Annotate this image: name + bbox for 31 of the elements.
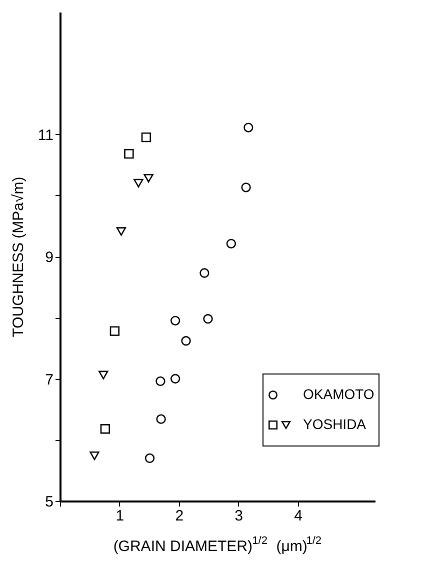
legend-label: OKAMOTO <box>303 386 374 402</box>
point <box>200 268 210 278</box>
point <box>244 122 254 132</box>
y-axis-title: TOUGHNESS (MPa√m) <box>10 176 27 338</box>
legend-label: YOSHIDA <box>303 416 367 432</box>
point <box>203 314 213 324</box>
point <box>98 370 108 380</box>
x-tick-label: 1 <box>116 508 124 524</box>
point <box>90 451 100 460</box>
point <box>110 326 120 336</box>
point <box>144 174 154 183</box>
x-tick-label: 4 <box>294 508 302 524</box>
x-tick-label: 3 <box>234 508 243 524</box>
point <box>226 238 236 248</box>
y-tick-label: 5 <box>45 494 54 510</box>
point <box>170 316 180 326</box>
point <box>141 132 152 142</box>
point <box>124 148 134 159</box>
point <box>116 227 126 236</box>
y-tick-label: 9 <box>45 249 54 266</box>
point <box>134 178 144 188</box>
y-tick-label: 11 <box>38 126 54 144</box>
point <box>181 336 191 346</box>
point <box>144 453 155 464</box>
y-tick-label: 7 <box>45 371 54 388</box>
point <box>241 182 251 192</box>
x-tick-label: 2 <box>175 508 184 524</box>
point <box>156 414 166 424</box>
point <box>100 424 110 434</box>
point <box>156 376 166 386</box>
point <box>170 374 180 384</box>
